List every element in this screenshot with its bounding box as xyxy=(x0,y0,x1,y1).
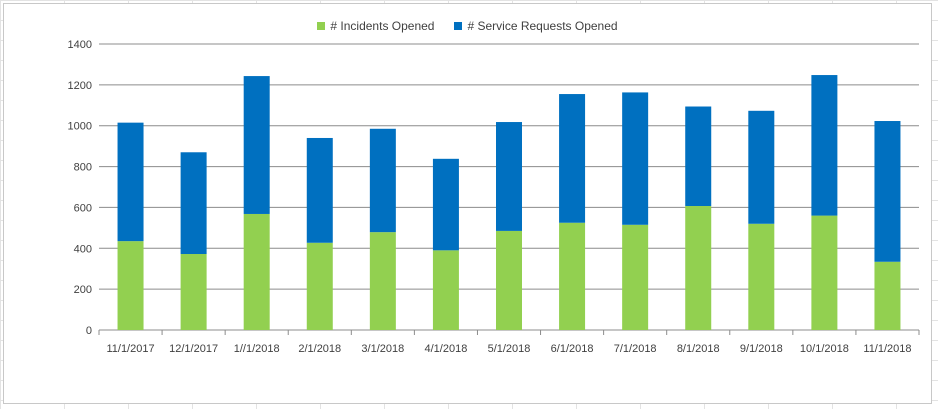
y-tick-label: 1400 xyxy=(68,39,92,51)
bar-incidents xyxy=(243,213,270,330)
x-tick-label: 8/1/2018 xyxy=(677,343,720,355)
bar-service-requests xyxy=(622,92,649,225)
bar-service-requests xyxy=(306,137,333,243)
x-tick-label: 10/1/2018 xyxy=(800,343,849,355)
bar-incidents xyxy=(496,230,522,330)
bar-service-requests xyxy=(243,76,270,214)
x-tick-label: 11/1/2018 xyxy=(863,343,911,355)
bar-service-requests xyxy=(117,122,144,242)
bar-service-requests xyxy=(874,121,901,262)
bar-service-requests xyxy=(369,128,396,233)
x-tick-label: 1//1/2018 xyxy=(234,343,280,355)
bar-incidents xyxy=(559,222,586,330)
bar-service-requests xyxy=(811,75,838,216)
bar-incidents xyxy=(685,205,712,330)
x-tick-label: 7/1/2018 xyxy=(614,343,657,355)
bar-incidents xyxy=(811,215,838,330)
y-tick-label: 1000 xyxy=(68,121,92,133)
bar-incidents xyxy=(622,224,649,330)
x-tick-label: 3/1/2018 xyxy=(361,343,404,355)
bar-service-requests xyxy=(559,94,586,223)
x-tick-label: 12/1/2017 xyxy=(169,343,218,355)
y-tick-label: 400 xyxy=(74,243,92,255)
y-tick-label: 200 xyxy=(74,284,92,296)
x-tick-label: 11/1/2017 xyxy=(106,343,154,355)
bar-incidents xyxy=(180,254,207,330)
legend-swatch-incidents xyxy=(317,22,326,30)
bar-service-requests xyxy=(748,110,775,224)
legend-label-service-requests: # Service Requests Opened xyxy=(467,19,618,33)
y-tick-label: 800 xyxy=(74,162,92,174)
bar-incidents xyxy=(874,261,901,330)
y-tick-label: 0 xyxy=(86,325,92,337)
bar-incidents xyxy=(432,250,459,330)
legend-label-incidents: # Incidents Opened xyxy=(330,19,435,33)
bar-service-requests xyxy=(496,122,522,231)
chart-legend: # Incidents Opened # Service Requests Op… xyxy=(4,19,931,33)
x-tick-label: 5/1/2018 xyxy=(488,343,531,355)
stacked-bar-chart: 0 200 400 600 800 1000 1200 1400 11/1/2017 12/1/2… xyxy=(68,39,920,355)
bar-incidents xyxy=(369,232,396,330)
x-tick-label: 6/1/2018 xyxy=(551,343,594,355)
bar-service-requests xyxy=(180,152,207,255)
y-tick-label: 600 xyxy=(74,202,92,214)
legend-item-incidents: # Incidents Opened xyxy=(317,19,434,33)
bar-service-requests xyxy=(685,106,712,206)
legend-item-service-requests: # Service Requests Opened xyxy=(454,19,618,33)
x-tick-label: 4/1/2018 xyxy=(425,343,468,355)
x-tick-label: 2/1/2018 xyxy=(298,343,341,355)
legend-swatch-service-requests xyxy=(454,22,463,30)
y-tick-label: 1200 xyxy=(68,80,92,92)
chart-area[interactable]: # Incidents Opened # Service Requests Op… xyxy=(3,3,932,404)
bar-incidents xyxy=(748,223,775,330)
bar-service-requests xyxy=(432,158,459,251)
bar-incidents xyxy=(306,242,333,330)
bar-incidents xyxy=(117,241,144,330)
x-tick-label: 9/1/2018 xyxy=(740,343,783,355)
